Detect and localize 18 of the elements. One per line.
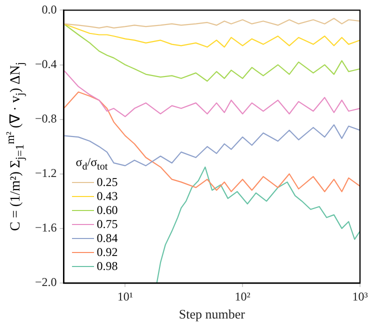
y-tick-label: −2.0 bbox=[34, 275, 57, 290]
legend-title: σ$_{d}$/σ$_{tot}$ bbox=[74, 155, 109, 174]
legend-label: 0.43 bbox=[96, 189, 118, 204]
x-tick-label: 10¹ bbox=[117, 289, 134, 304]
y-tick-label: 0.0 bbox=[42, 2, 57, 16]
y-tick-label: −1.2 bbox=[34, 166, 57, 180]
y-tick-label: −0.8 bbox=[34, 111, 57, 126]
y-tick-label: −0.4 bbox=[34, 56, 57, 71]
legend-label: 0.84 bbox=[96, 231, 118, 246]
legend-label: 0.92 bbox=[96, 245, 118, 260]
legend-label: 0.60 bbox=[96, 203, 118, 218]
legend-label: 0.98 bbox=[96, 259, 118, 274]
x-tick-label: 10³ bbox=[352, 289, 368, 304]
legend-label: 0.75 bbox=[96, 217, 118, 232]
y-tick-label: −1.6 bbox=[34, 220, 57, 235]
x-tick-label: 10² bbox=[234, 289, 251, 304]
x-axis-title: Step number bbox=[178, 306, 246, 322]
legend-label: 0.25 bbox=[96, 175, 118, 190]
